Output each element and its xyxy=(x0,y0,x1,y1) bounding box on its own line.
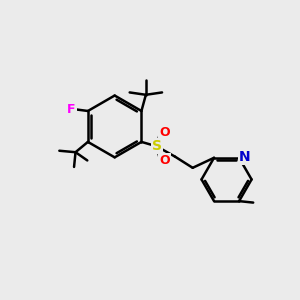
Text: O: O xyxy=(159,126,170,139)
Text: F: F xyxy=(67,103,76,116)
Text: S: S xyxy=(152,139,162,153)
Text: N: N xyxy=(239,150,251,164)
Text: O: O xyxy=(159,154,170,167)
